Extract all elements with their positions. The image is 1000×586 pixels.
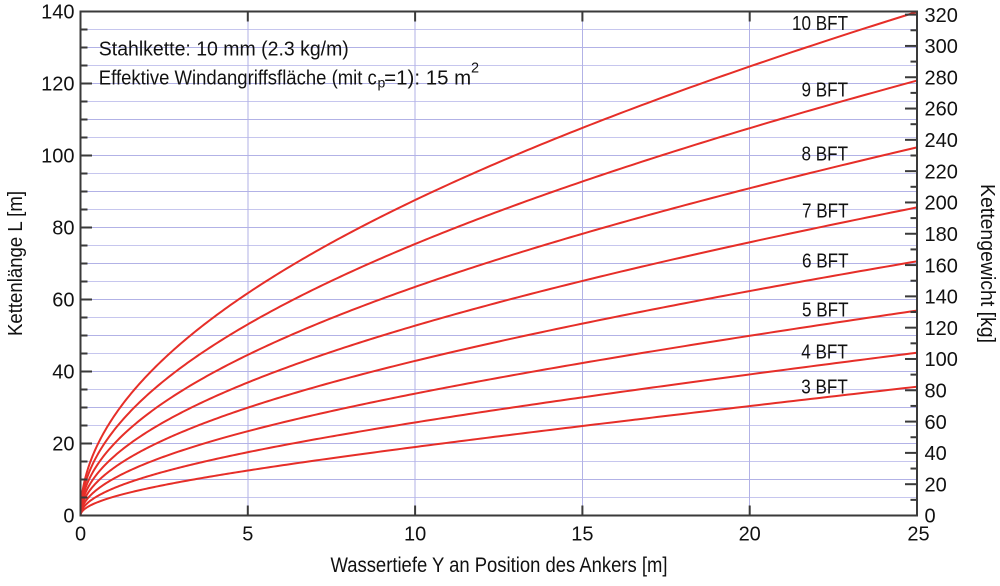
- svg-text:p: p: [378, 75, 386, 91]
- svg-text:25: 25: [907, 524, 929, 546]
- svg-text:2: 2: [471, 61, 479, 77]
- svg-text:200: 200: [925, 193, 958, 215]
- svg-text:Kettengewicht [kg]: Kettengewicht [kg]: [976, 184, 998, 343]
- svg-text:5: 5: [242, 524, 253, 546]
- svg-text:140: 140: [925, 287, 958, 309]
- svg-text:260: 260: [925, 99, 958, 121]
- svg-text:5 BFT: 5 BFT: [802, 300, 849, 322]
- svg-text:8 BFT: 8 BFT: [802, 144, 849, 166]
- svg-text:80: 80: [52, 218, 74, 240]
- svg-text:4 BFT: 4 BFT: [801, 342, 848, 364]
- svg-text:20: 20: [925, 474, 947, 496]
- svg-text:100: 100: [41, 146, 74, 168]
- svg-text:0: 0: [63, 506, 74, 528]
- svg-text:40: 40: [925, 443, 947, 465]
- svg-text:15: 15: [571, 524, 593, 546]
- svg-text:=1): 15 m: =1): 15 m: [384, 68, 471, 90]
- svg-text:320: 320: [925, 5, 958, 27]
- svg-text:160: 160: [925, 255, 958, 277]
- svg-text:240: 240: [925, 130, 958, 152]
- svg-text:280: 280: [925, 67, 958, 89]
- svg-text:6 BFT: 6 BFT: [802, 251, 849, 273]
- svg-text:300: 300: [925, 36, 958, 58]
- svg-text:Kettenlänge L [m]: Kettenlänge L [m]: [5, 191, 27, 336]
- svg-text:40: 40: [52, 362, 74, 384]
- svg-text:60: 60: [925, 412, 947, 434]
- svg-text:60: 60: [52, 290, 74, 312]
- svg-text:10: 10: [404, 524, 426, 546]
- svg-text:180: 180: [925, 224, 958, 246]
- svg-text:220: 220: [925, 161, 958, 183]
- svg-text:20: 20: [52, 434, 74, 456]
- svg-text:Wassertiefe Y an Position des: Wassertiefe Y an Position des Ankers [m]: [331, 554, 668, 577]
- svg-text:0: 0: [75, 524, 86, 546]
- svg-text:10 BFT: 10 BFT: [792, 13, 848, 35]
- svg-text:Stahlkette: 10 mm (2.3 kg/m): Stahlkette: 10 mm (2.3 kg/m): [99, 39, 349, 61]
- svg-text:7 BFT: 7 BFT: [802, 201, 849, 223]
- svg-text:140: 140: [41, 2, 74, 24]
- svg-text:0: 0: [925, 506, 936, 528]
- svg-text:100: 100: [925, 349, 958, 371]
- svg-text:Effektive Windangriffsfläche (: Effektive Windangriffsfläche (mit c: [99, 68, 377, 90]
- svg-text:20: 20: [739, 524, 761, 546]
- svg-text:3 BFT: 3 BFT: [801, 377, 848, 399]
- svg-text:120: 120: [925, 318, 958, 340]
- svg-text:9 BFT: 9 BFT: [802, 80, 849, 102]
- svg-text:120: 120: [41, 74, 74, 96]
- svg-text:80: 80: [925, 381, 947, 403]
